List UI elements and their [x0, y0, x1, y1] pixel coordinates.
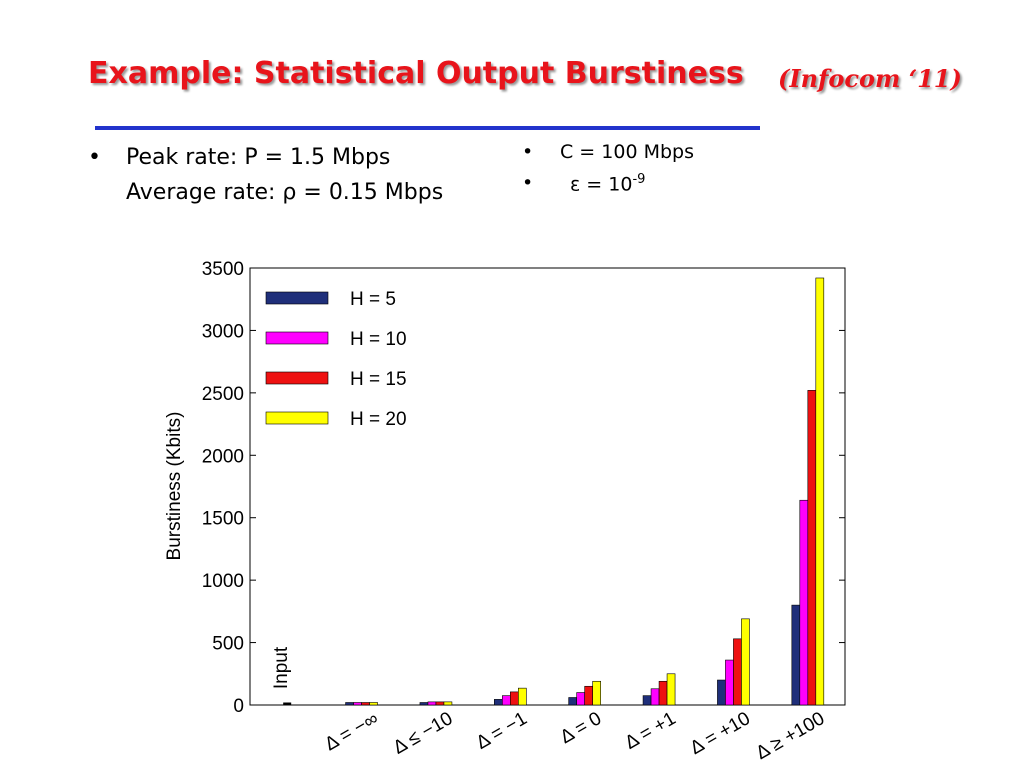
bar	[568, 697, 577, 706]
legend-swatch	[265, 411, 329, 425]
bar	[443, 701, 453, 706]
y-axis-label: Burstiness (Kbits)	[164, 412, 185, 561]
bullet: C = 100 Mbps	[560, 141, 694, 163]
y-tick-label: 2500	[202, 384, 244, 405]
x-tick-label: Δ = 0	[557, 708, 605, 748]
title: Example: Statistical Output Burstiness	[88, 56, 744, 91]
bar	[427, 701, 437, 706]
bar	[717, 679, 726, 706]
bar	[419, 702, 429, 706]
bar	[807, 390, 817, 706]
x-tick-label: Δ = −∞	[321, 708, 382, 755]
bar	[666, 673, 676, 706]
bar	[510, 691, 519, 706]
bar	[733, 638, 742, 706]
legend-label: H = 10	[350, 329, 407, 350]
bar	[518, 687, 527, 706]
legend-label: H = 15	[350, 369, 407, 390]
bullet-text: ε = 10	[570, 173, 633, 196]
x-tick-label: Δ = −1	[473, 708, 531, 754]
bullet: Peak rate: P = 1.5 Mbps	[126, 145, 391, 170]
bar	[435, 701, 445, 706]
bar	[815, 277, 825, 706]
bar	[345, 702, 354, 706]
bar	[353, 702, 362, 706]
bullet-dot: •	[522, 141, 534, 163]
legend-swatch	[265, 291, 329, 305]
y-tick-label: 3500	[202, 259, 244, 280]
bullet-dot: •	[88, 145, 101, 170]
input-bar	[283, 702, 292, 705]
bar	[650, 688, 660, 706]
title-rule	[95, 126, 760, 130]
bar	[576, 692, 585, 706]
y-tick-label: 500	[212, 634, 244, 655]
y-tick-label: 1000	[202, 571, 244, 592]
superscript: -9	[632, 172, 646, 187]
legend-swatch	[265, 371, 329, 385]
subtitle: (Infocom ‘11)	[778, 64, 962, 93]
bar	[725, 659, 734, 706]
bar	[642, 695, 652, 706]
bar	[502, 695, 511, 706]
y-tick-label: 1500	[202, 509, 244, 530]
legend-label: H = 20	[350, 409, 407, 430]
annotation: Input	[271, 646, 292, 689]
y-tick-label: 0	[233, 696, 244, 717]
plot-frame	[249, 267, 846, 706]
bullet: ε = 10-9	[570, 172, 645, 195]
bar	[592, 680, 601, 706]
x-tick-label: Δ ≥ +100	[752, 708, 828, 764]
bar	[361, 702, 370, 706]
x-tick-label: Δ = +10	[687, 708, 754, 759]
legend-label: H = 5	[350, 289, 396, 310]
y-tick-label: 3000	[202, 321, 244, 342]
bar	[791, 604, 801, 706]
bar	[494, 699, 503, 706]
bullet: Average rate: ρ = 0.15 Mbps	[126, 180, 444, 205]
bullet-dot: •	[522, 172, 534, 194]
bar	[658, 680, 668, 706]
x-tick-label: Δ ≤ −10	[390, 708, 457, 759]
bar	[799, 499, 809, 706]
y-tick-label: 2000	[202, 446, 244, 467]
bar	[584, 685, 593, 706]
bar	[741, 618, 750, 706]
x-tick-label: Δ = +1	[621, 708, 679, 754]
bar	[369, 702, 378, 706]
legend-swatch	[265, 331, 329, 345]
